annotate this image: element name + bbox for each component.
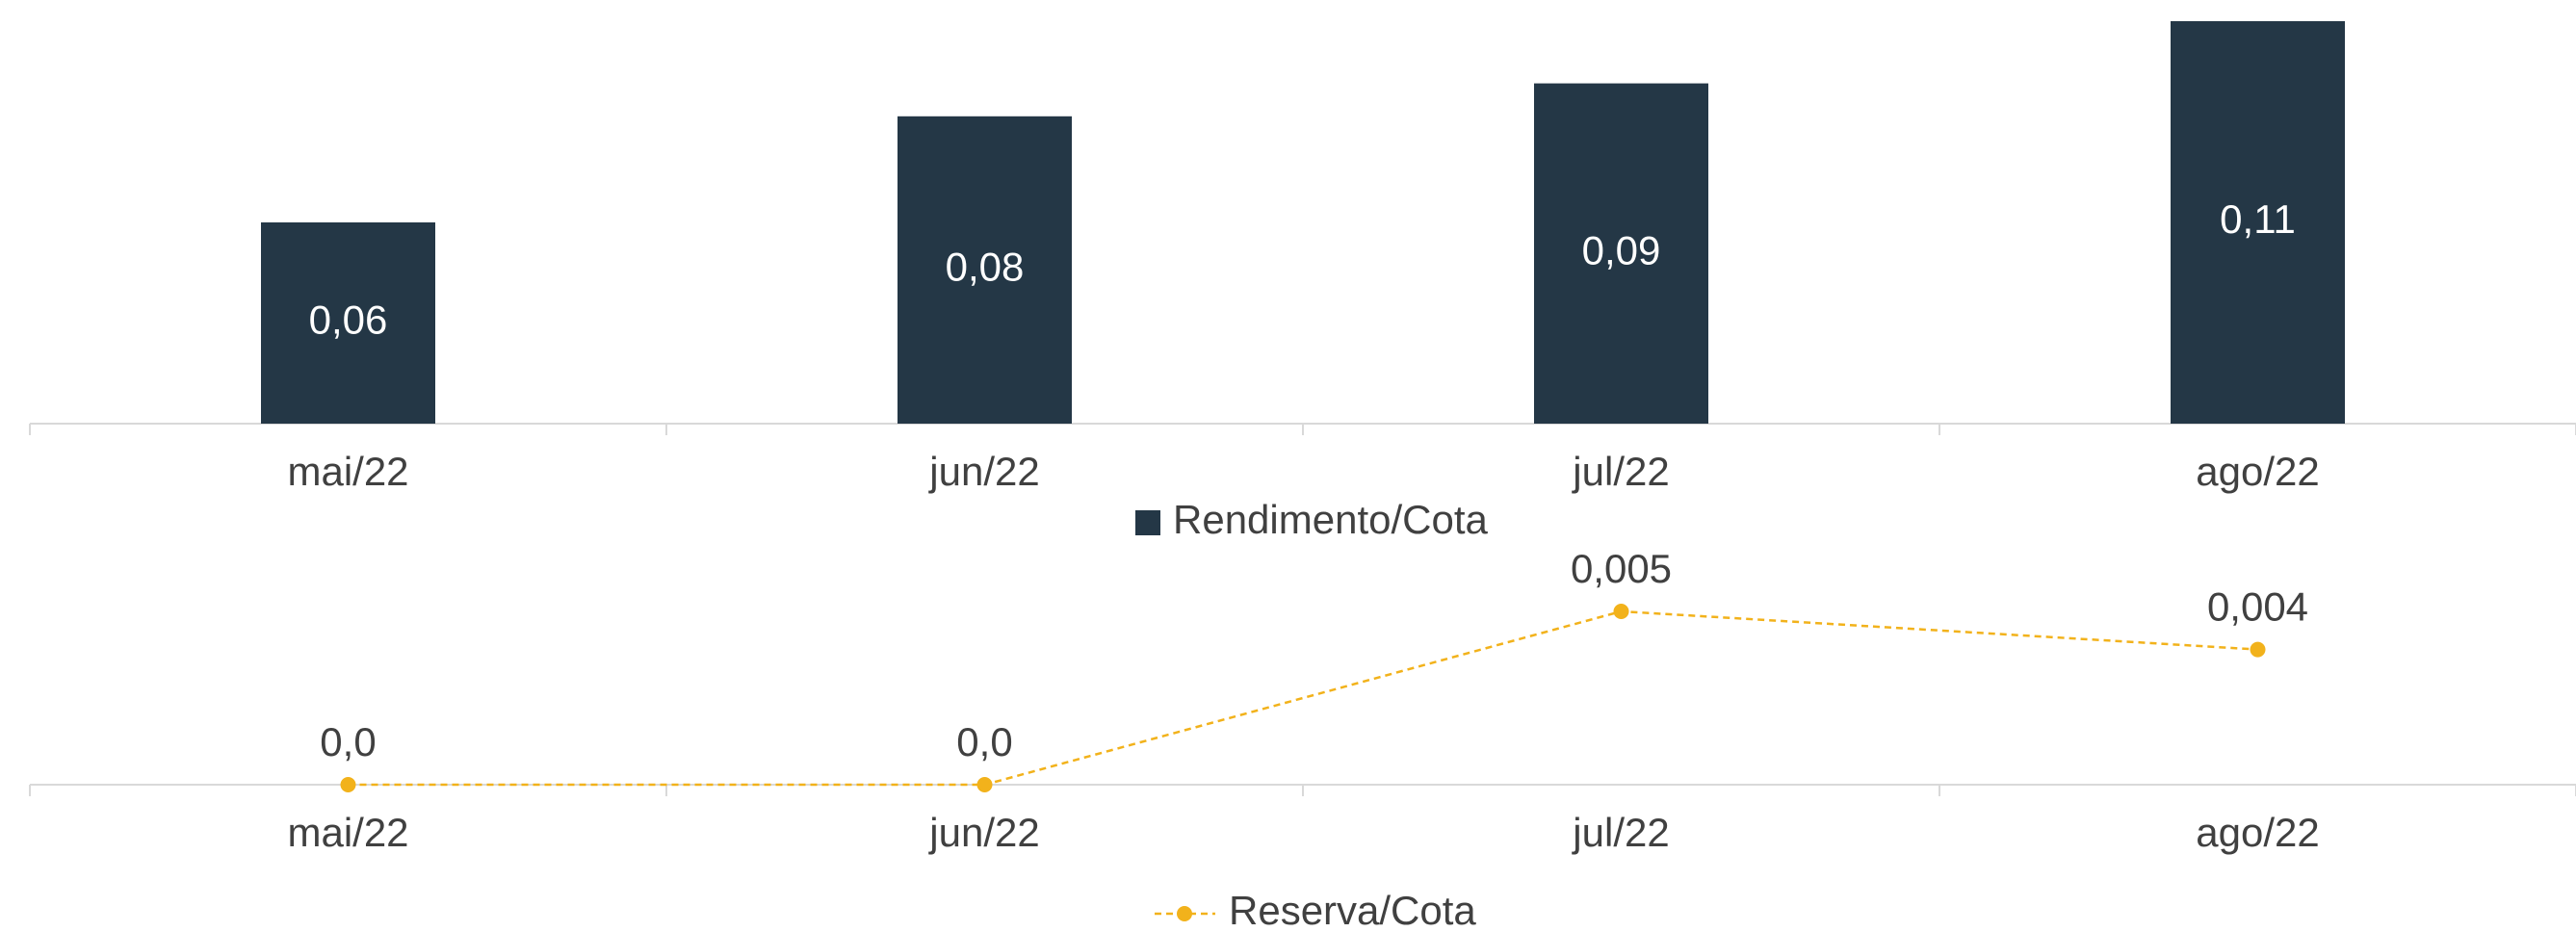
line [348,609,2258,787]
x-tick-label: ago/22 [2196,810,2319,855]
bar [898,116,1072,425]
x-tick-label: mai/22 [287,810,408,855]
data-label: 0,11 [2220,196,2296,242]
bar [261,222,435,424]
x-tick-label: jul/22 [1571,810,1669,855]
x-tick-label: jul/22 [1571,449,1669,494]
bar [1534,83,1708,424]
data-label: 0,06 [309,298,388,343]
point [976,777,993,792]
point [340,777,356,792]
data-label: 0,0 [956,719,1012,764]
data-label: 0,09 [1582,227,1661,272]
legend-swatch [1135,510,1160,535]
legend-marker [1177,906,1192,921]
data-label: 0,005 [1571,546,1672,591]
x-tick-label: jun/22 [927,449,1039,494]
data-label: 0,08 [946,244,1025,289]
x-tick-label: mai/22 [287,449,408,494]
point [1613,604,1629,619]
bar [2171,21,2345,424]
data-label: 0,004 [2207,584,2308,630]
legend-label: Reserva/Cota [1229,888,1476,932]
x-tick-label: ago/22 [2196,449,2319,494]
legend-label: Rendimento/Cota [1173,497,1488,542]
x-tick-label: jun/22 [927,810,1039,855]
data-label: 0,0 [320,719,376,764]
point [2250,641,2266,658]
